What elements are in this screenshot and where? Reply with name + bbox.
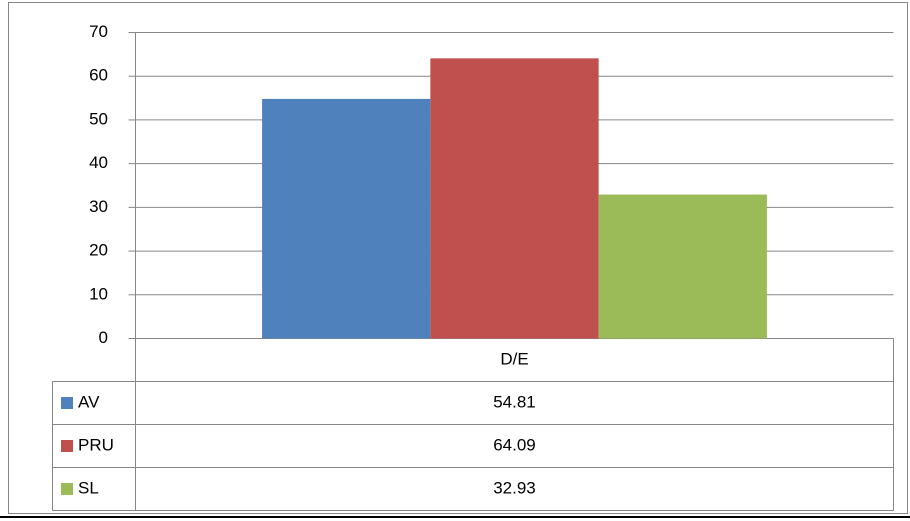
table-value: 32.93 — [493, 478, 536, 497]
y-tick-label: 50 — [89, 109, 108, 128]
table-value: 54.81 — [493, 392, 536, 411]
legend-label: SL — [78, 478, 99, 497]
bar — [430, 58, 599, 339]
y-tick-label: 20 — [89, 241, 108, 260]
y-tick-label: 30 — [89, 197, 108, 216]
y-tick-label: 70 — [89, 22, 108, 41]
x-tick-label: D/E — [500, 349, 528, 368]
y-tick-label: 40 — [89, 153, 108, 172]
table-value: 64.09 — [493, 435, 536, 454]
legend-key — [61, 397, 73, 409]
legend-key — [61, 440, 73, 452]
y-tick-label: 0 — [99, 328, 108, 347]
legend-key — [61, 483, 73, 495]
legend-label: AV — [78, 392, 100, 411]
y-tick-label: 60 — [89, 66, 108, 85]
y-tick-label: 10 — [89, 284, 108, 303]
legend-label: PRU — [78, 435, 114, 454]
bar — [598, 194, 767, 339]
bar — [262, 98, 431, 339]
